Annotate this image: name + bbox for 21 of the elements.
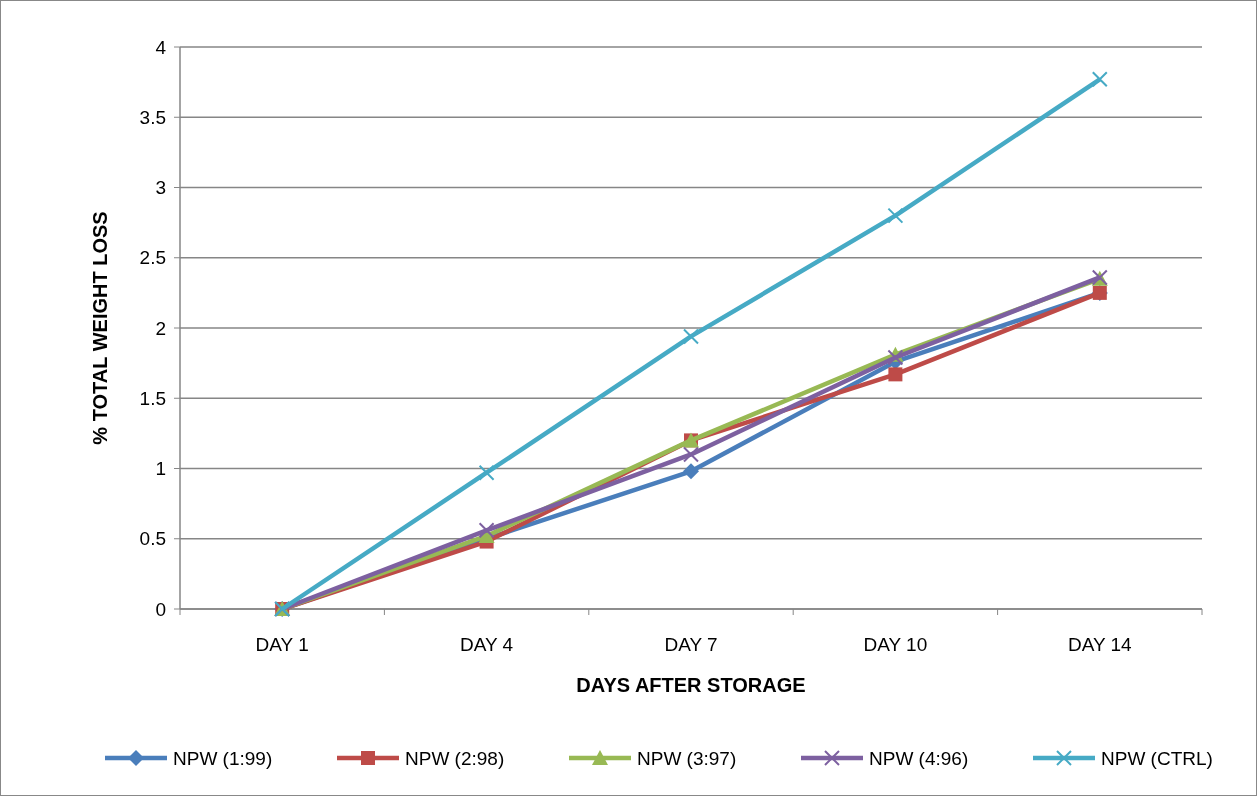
y-tick-label: 1 xyxy=(155,458,166,480)
legend-label: NPW (3:97) xyxy=(637,747,737,769)
x-tick-label: DAY 14 xyxy=(1067,634,1133,655)
x-tick-label: DAY 10 xyxy=(863,634,928,655)
legend-label: NPW (2:98) xyxy=(405,747,505,769)
y-tick-label: 4 xyxy=(155,36,167,58)
y-tick-label: 3.5 xyxy=(139,106,166,128)
y-axis-title: % TOTAL WEIGHT LOSS xyxy=(89,211,111,445)
y-tick-label: 2.5 xyxy=(139,247,166,269)
y-tick-label: 3 xyxy=(155,177,166,199)
y-tick-label: 0 xyxy=(155,598,166,620)
legend-label: NPW (1:99) xyxy=(173,747,273,769)
y-tick-label: 0.5 xyxy=(139,528,166,550)
y-tick-label: 2 xyxy=(155,317,166,339)
legend-label: NPW (4:96) xyxy=(869,747,969,769)
legend-label: NPW (CTRL) xyxy=(1101,747,1213,769)
x-axis-title: DAYS AFTER STORAGE xyxy=(576,674,806,696)
x-tick-label: DAY 1 xyxy=(255,634,309,655)
x-tick-label: DAY 4 xyxy=(460,634,514,655)
y-tick-label: 1.5 xyxy=(139,387,166,409)
x-tick-label: DAY 7 xyxy=(664,634,718,655)
